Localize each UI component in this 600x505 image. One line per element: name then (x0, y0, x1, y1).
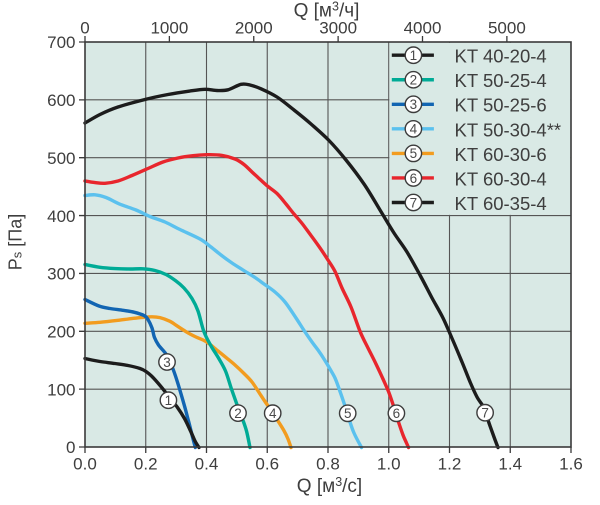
svg-text:0.8: 0.8 (316, 455, 340, 474)
svg-text:2: 2 (234, 406, 242, 421)
svg-text:KT 50-25-6: KT 50-25-6 (455, 95, 547, 116)
svg-text:Q [м3/ч]: Q [м3/ч] (294, 0, 360, 22)
svg-text:KT 40-20-4: KT 40-20-4 (455, 46, 547, 67)
svg-text:400: 400 (47, 207, 75, 226)
svg-text:3000: 3000 (319, 19, 357, 38)
svg-text:KT 50-25-4: KT 50-25-4 (455, 70, 547, 91)
svg-text:0.0: 0.0 (73, 455, 97, 474)
svg-text:0: 0 (66, 438, 75, 457)
svg-text:5: 5 (344, 406, 352, 421)
svg-text:KT 50-30-4**: KT 50-30-4** (455, 119, 562, 140)
svg-text:300: 300 (47, 265, 75, 284)
svg-text:0: 0 (80, 19, 89, 38)
svg-text:KT 60-30-4: KT 60-30-4 (455, 168, 547, 189)
svg-text:Ps [Па]: Ps [Па] (6, 214, 26, 270)
svg-text:1.6: 1.6 (559, 455, 583, 474)
svg-text:500: 500 (47, 149, 75, 168)
svg-text:0.6: 0.6 (255, 455, 279, 474)
svg-text:7: 7 (410, 195, 418, 210)
svg-text:5: 5 (410, 146, 418, 161)
svg-text:200: 200 (47, 322, 75, 341)
svg-text:1000: 1000 (150, 19, 188, 38)
svg-text:0.4: 0.4 (195, 455, 219, 474)
svg-text:700: 700 (47, 33, 75, 52)
svg-text:7: 7 (481, 406, 489, 421)
svg-text:0.2: 0.2 (134, 455, 158, 474)
svg-text:100: 100 (47, 380, 75, 399)
svg-text:Q [м3/с]: Q [м3/с] (297, 475, 362, 497)
svg-text:KT 60-35-4: KT 60-35-4 (455, 193, 547, 214)
svg-text:2: 2 (410, 73, 418, 88)
svg-text:1.2: 1.2 (438, 455, 462, 474)
svg-text:1: 1 (165, 393, 173, 408)
svg-text:4: 4 (269, 406, 277, 421)
svg-text:3: 3 (410, 97, 418, 112)
svg-text:1.0: 1.0 (377, 455, 401, 474)
svg-text:1: 1 (410, 48, 418, 63)
svg-text:6: 6 (410, 171, 418, 186)
svg-text:3: 3 (163, 355, 171, 370)
svg-text:1.4: 1.4 (498, 455, 522, 474)
svg-text:600: 600 (47, 91, 75, 110)
svg-text:6: 6 (393, 406, 401, 421)
svg-text:4: 4 (410, 122, 418, 137)
svg-text:4000: 4000 (404, 19, 442, 38)
svg-text:2000: 2000 (235, 19, 273, 38)
svg-text:5000: 5000 (488, 19, 526, 38)
svg-text:KT 60-30-6: KT 60-30-6 (455, 144, 547, 165)
